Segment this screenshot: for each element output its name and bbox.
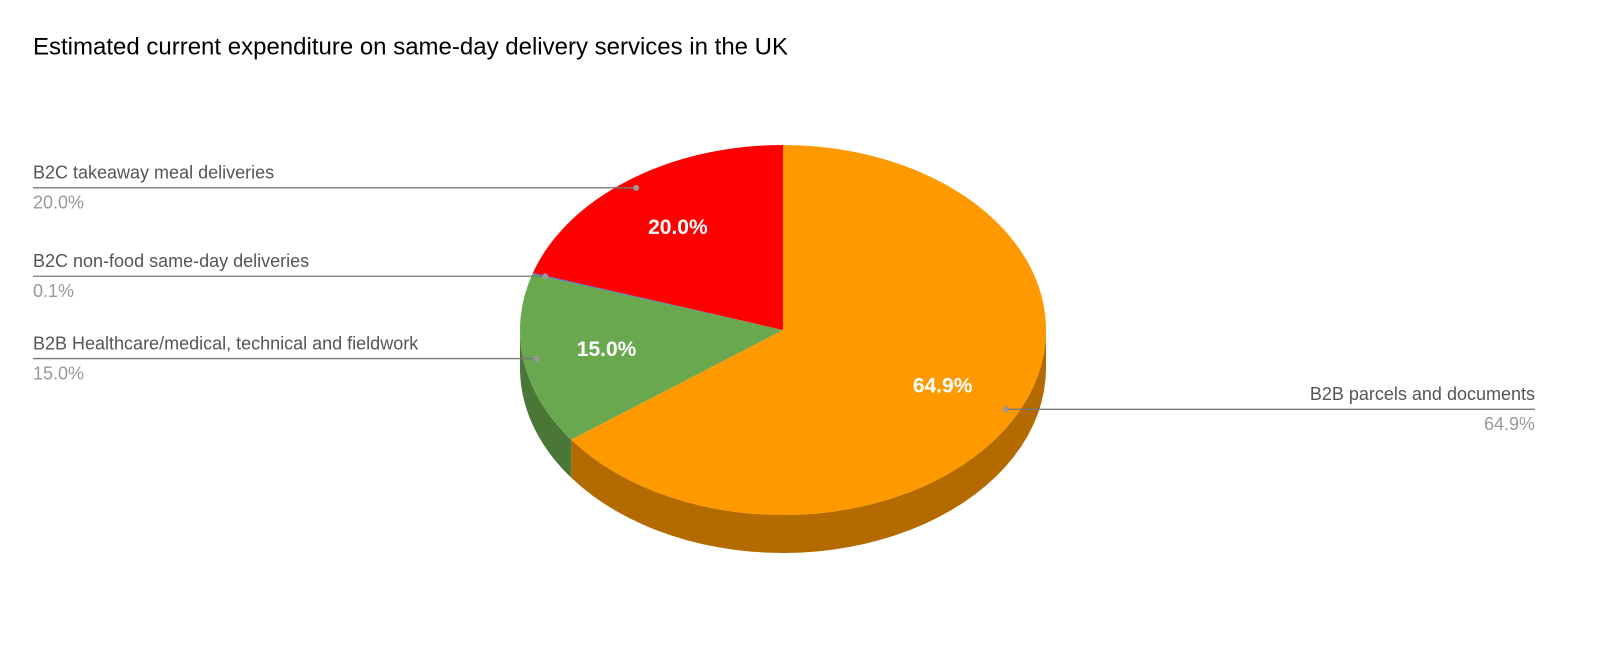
- leader-dot: [542, 273, 549, 280]
- slice: [571, 145, 1047, 515]
- slice: [532, 272, 783, 330]
- legend-label: B2C non-food same-day deliveries: [33, 251, 309, 271]
- slice: [532, 145, 783, 330]
- slice-side: [520, 330, 572, 478]
- legend-label: B2B parcels and documents: [1310, 384, 1535, 404]
- leader-dot: [1002, 406, 1009, 413]
- legend-value: 64.9%: [1484, 414, 1535, 434]
- legend-label: B2C takeaway meal deliveries: [33, 163, 274, 183]
- slice-label: 15.0%: [577, 338, 637, 361]
- slice-side: [571, 330, 1046, 553]
- slice: [520, 273, 783, 440]
- legend-label: B2B Healthcare/medical, technical and fi…: [33, 333, 419, 353]
- legend-value: 20.0%: [33, 193, 84, 213]
- legend-value: 15.0%: [33, 363, 84, 383]
- legend-value: 0.1%: [33, 281, 74, 301]
- slice-label: 20.0%: [648, 216, 708, 239]
- leader-dot: [633, 184, 640, 191]
- slice-label: 64.9%: [913, 374, 973, 397]
- chart-title: Estimated current expenditure on same-da…: [33, 33, 788, 60]
- leader-dot: [533, 355, 540, 362]
